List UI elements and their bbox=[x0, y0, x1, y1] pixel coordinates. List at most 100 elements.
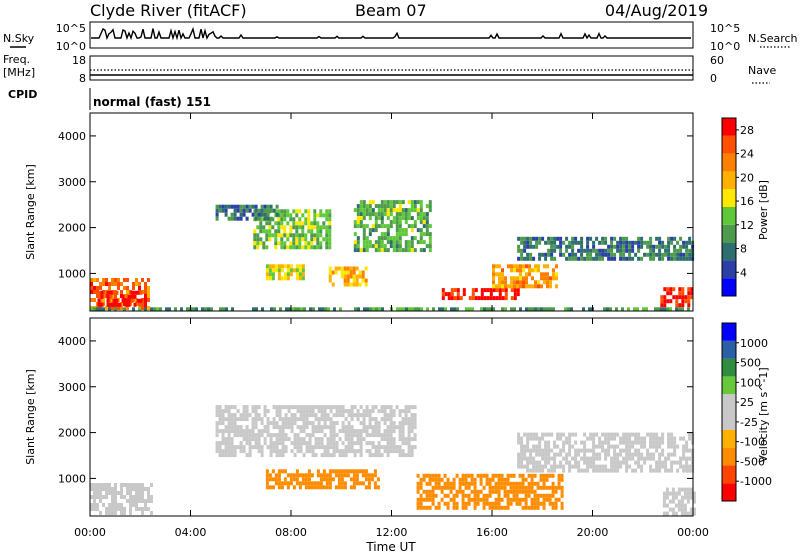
velocity-cell-1 bbox=[515, 497, 519, 502]
velocity-cell-3 bbox=[227, 409, 231, 414]
velocity-cell-3 bbox=[359, 433, 363, 438]
velocity-cell-0 bbox=[108, 483, 111, 487]
velocity-cell-1 bbox=[434, 505, 438, 510]
velocity-cell-1 bbox=[530, 473, 534, 478]
velocity-cell-1 bbox=[533, 493, 537, 498]
velocity-cell-2 bbox=[319, 481, 323, 486]
power-cell-2 bbox=[513, 292, 517, 297]
power-cell-3 bbox=[678, 295, 682, 300]
velocity-cell-3 bbox=[389, 421, 393, 426]
power-cell-11 bbox=[660, 307, 663, 312]
velocity-cell-0 bbox=[102, 483, 105, 487]
power-cell-11 bbox=[603, 307, 606, 312]
velocity-cell-3 bbox=[242, 417, 246, 422]
velocity-cell-3 bbox=[290, 421, 294, 426]
velocity-cell-3 bbox=[374, 429, 378, 434]
velocity-cell-4 bbox=[553, 452, 557, 457]
power-cell-8 bbox=[419, 216, 423, 221]
velocity-cell-5 bbox=[677, 507, 681, 512]
power-cell-5 bbox=[301, 272, 305, 277]
power-cell-2 bbox=[441, 292, 445, 297]
velocity-cell-4 bbox=[562, 464, 566, 469]
power-cell-7 bbox=[277, 229, 281, 234]
power-cell-7 bbox=[307, 221, 311, 226]
velocity-cell-3 bbox=[254, 421, 258, 426]
power-cell-5 bbox=[280, 268, 284, 273]
power-cell-8 bbox=[377, 208, 381, 213]
power-cell-8 bbox=[371, 212, 375, 217]
power-cell-10 bbox=[568, 252, 572, 257]
power-cell-7 bbox=[325, 217, 329, 222]
velocity-cell-2 bbox=[340, 469, 344, 474]
velocity-cell-4 bbox=[565, 452, 569, 457]
power-cell-11 bbox=[312, 307, 315, 312]
velocity-ylabel: Slant Range [km] bbox=[24, 369, 37, 465]
power-cell-4 bbox=[540, 276, 543, 281]
power-cell-7 bbox=[256, 245, 260, 250]
velocity-cell-0 bbox=[129, 495, 132, 499]
power-cell-7 bbox=[328, 221, 332, 226]
power-cell-9 bbox=[242, 208, 246, 213]
velocity-cell-3 bbox=[287, 405, 291, 410]
power-cell-6 bbox=[364, 282, 368, 287]
velocity-cell-2 bbox=[298, 481, 302, 486]
power-cell-11 bbox=[174, 307, 177, 312]
velocity-cell-2 bbox=[331, 477, 335, 482]
power-cell-2 bbox=[447, 292, 451, 297]
velocity-cell-4 bbox=[517, 464, 521, 469]
power-cell-11 bbox=[615, 307, 618, 312]
power-cell-10 bbox=[586, 240, 590, 245]
velocity-cell-3 bbox=[293, 405, 297, 410]
velocity-cell-0 bbox=[135, 483, 138, 487]
power-cell-8 bbox=[398, 232, 402, 237]
velocity-cell-3 bbox=[407, 453, 411, 458]
velocity-cell-4 bbox=[592, 436, 596, 441]
velocity-cell-3 bbox=[263, 413, 267, 418]
velocity-cell-4 bbox=[637, 456, 641, 461]
velocity-cell-1 bbox=[452, 481, 456, 486]
velocity-cell-4 bbox=[589, 456, 593, 461]
velocity-cell-2 bbox=[358, 481, 362, 486]
velocity-cell-1 bbox=[551, 481, 555, 486]
power-cell-11 bbox=[291, 307, 294, 312]
velocity-cell-4 bbox=[688, 432, 692, 437]
velocity-cell-0 bbox=[138, 495, 141, 499]
power-cell-11 bbox=[168, 307, 171, 312]
power-cell-5 bbox=[277, 276, 281, 281]
velocity-cell-3 bbox=[410, 445, 414, 450]
velocity-cell-3 bbox=[398, 449, 402, 454]
velocity-cell-1 bbox=[533, 501, 537, 506]
velocity-cell-2 bbox=[283, 469, 287, 474]
velocity-cell-1 bbox=[560, 477, 564, 482]
velocity-cell-4 bbox=[586, 448, 590, 453]
velocity-cell-4 bbox=[610, 432, 614, 437]
velocity-cell-3 bbox=[233, 433, 237, 438]
velocity-cell-4 bbox=[544, 448, 548, 453]
velocity-cell-3 bbox=[266, 429, 270, 434]
power-cell-8 bbox=[419, 220, 423, 225]
velocity-cell-4 bbox=[685, 444, 689, 449]
velocity-cell-5 bbox=[689, 511, 693, 516]
velocity-cell-4 bbox=[622, 440, 626, 445]
power-cell-11 bbox=[354, 307, 357, 312]
power-cell-10 bbox=[571, 252, 575, 257]
time-tick-label: 00:00 bbox=[74, 526, 106, 539]
power-cell-4 bbox=[525, 284, 528, 289]
power-cell-6 bbox=[355, 266, 359, 271]
velocity-cell-2 bbox=[319, 477, 323, 482]
power-cell-2 bbox=[501, 296, 505, 301]
beam-title: Beam 07 bbox=[355, 1, 427, 20]
power-cell-4 bbox=[495, 264, 498, 269]
power-cell-6 bbox=[343, 278, 347, 283]
velocity-cell-4 bbox=[688, 436, 692, 441]
power-colorbar-tick: 8 bbox=[740, 243, 747, 256]
velocity-cell-4 bbox=[547, 432, 551, 437]
velocity-cell-4 bbox=[661, 432, 665, 437]
power-cell-3 bbox=[666, 287, 670, 292]
velocity-cell-2 bbox=[337, 485, 341, 490]
velocity-cell-3 bbox=[260, 421, 264, 426]
velocity-cell-4 bbox=[655, 444, 659, 449]
velocity-cell-4 bbox=[529, 468, 533, 473]
power-cell-10 bbox=[631, 248, 635, 253]
